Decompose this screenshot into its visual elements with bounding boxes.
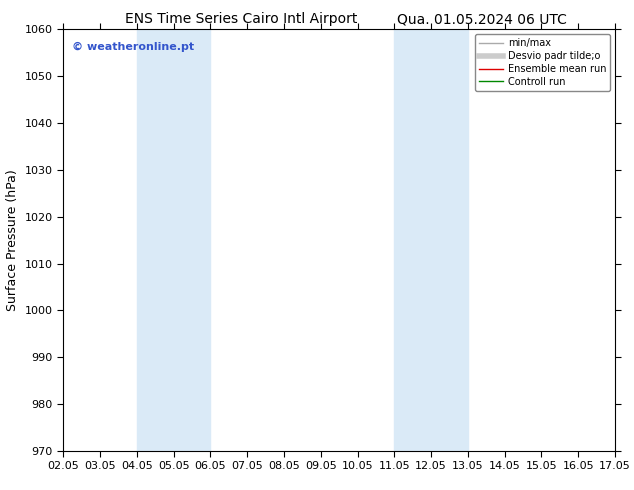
Text: ENS Time Series Cairo Intl Airport: ENS Time Series Cairo Intl Airport <box>125 12 357 26</box>
Bar <box>137 29 210 451</box>
Legend: min/max, Desvio padr tilde;o, Ensemble mean run, Controll run: min/max, Desvio padr tilde;o, Ensemble m… <box>475 34 610 91</box>
Text: Qua. 01.05.2024 06 UTC: Qua. 01.05.2024 06 UTC <box>397 12 567 26</box>
Y-axis label: Surface Pressure (hPa): Surface Pressure (hPa) <box>6 169 19 311</box>
Text: © weatheronline.pt: © weatheronline.pt <box>72 42 194 52</box>
Bar <box>394 29 468 451</box>
